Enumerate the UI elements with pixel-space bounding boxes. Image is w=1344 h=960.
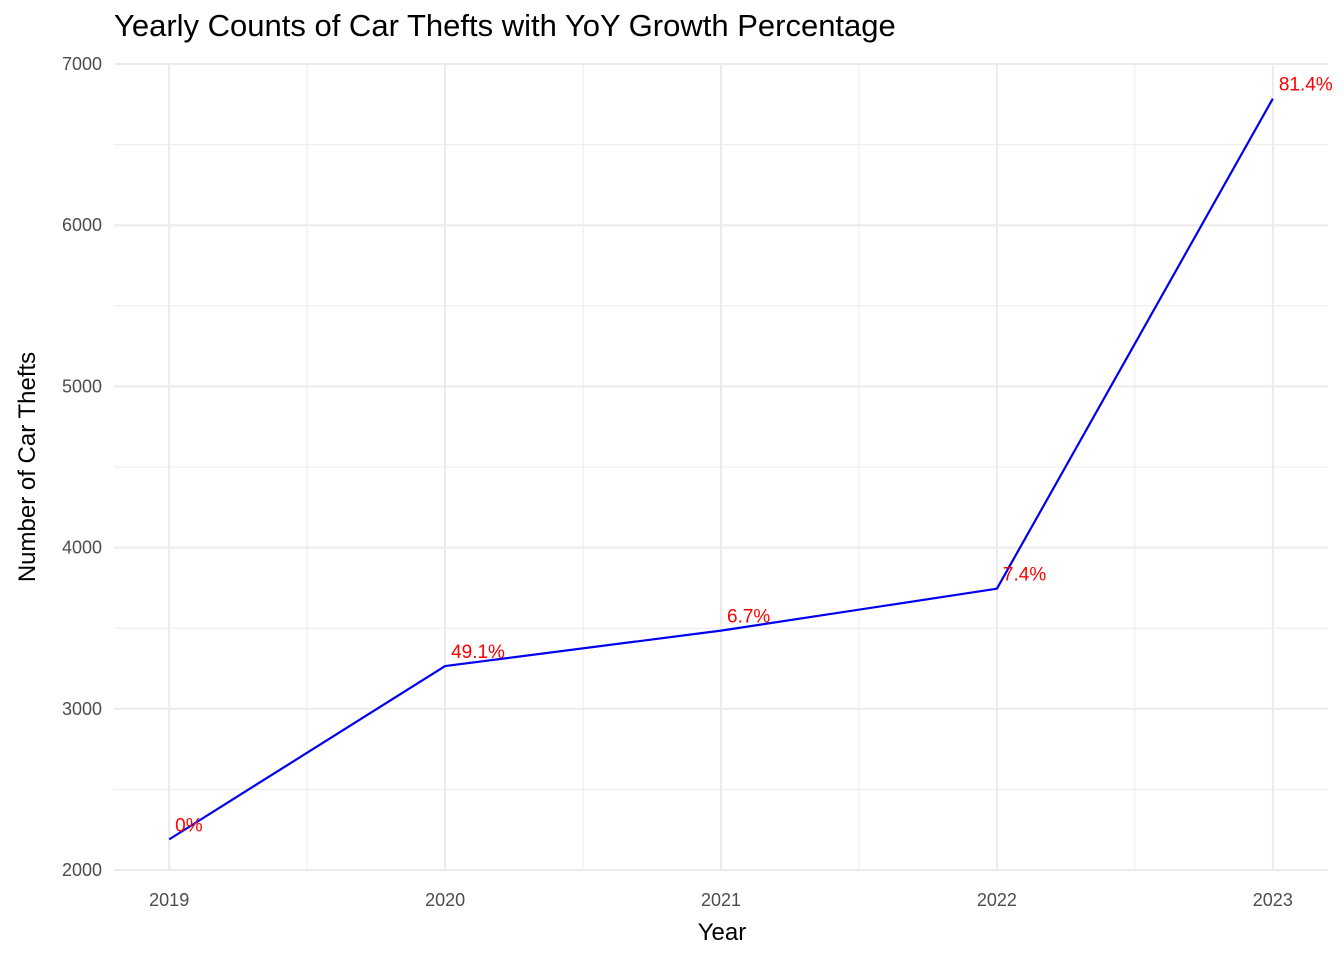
grid-major — [114, 63, 1328, 871]
x-tick-label: 2022 — [977, 890, 1017, 910]
yoy-data-label: 49.1% — [451, 642, 505, 663]
y-axis-ticks: 2000 3000 4000 5000 6000 7000 — [62, 54, 102, 880]
y-tick-label: 5000 — [62, 376, 102, 396]
y-tick-label: 7000 — [62, 54, 102, 74]
y-tick-label: 6000 — [62, 215, 102, 235]
yoy-data-label: 81.4% — [1279, 75, 1333, 96]
x-axis-title: Year — [698, 919, 747, 946]
series-line — [168, 98, 1274, 841]
series-layer — [168, 98, 1274, 841]
y-tick-label: 3000 — [62, 699, 102, 719]
y-axis-title: Number of Car Thefts — [14, 352, 41, 582]
chart-title: Yearly Counts of Car Thefts with YoY Gro… — [114, 8, 896, 43]
x-tick-label: 2021 — [701, 890, 741, 910]
y-tick-label: 4000 — [62, 538, 102, 558]
x-tick-label: 2023 — [1253, 890, 1293, 910]
data-labels: 0% 49.1% 6.7% 7.4% 81.4% — [175, 75, 1333, 837]
yoy-data-label: 0% — [175, 815, 203, 836]
yoy-data-label: 7.4% — [1003, 565, 1046, 586]
y-tick-label: 2000 — [62, 860, 102, 880]
x-tick-label: 2019 — [149, 890, 189, 910]
yoy-data-label: 6.7% — [727, 607, 770, 628]
x-axis-ticks: 2019 2020 2021 2022 2023 — [149, 890, 1293, 910]
x-tick-label: 2020 — [425, 890, 465, 910]
